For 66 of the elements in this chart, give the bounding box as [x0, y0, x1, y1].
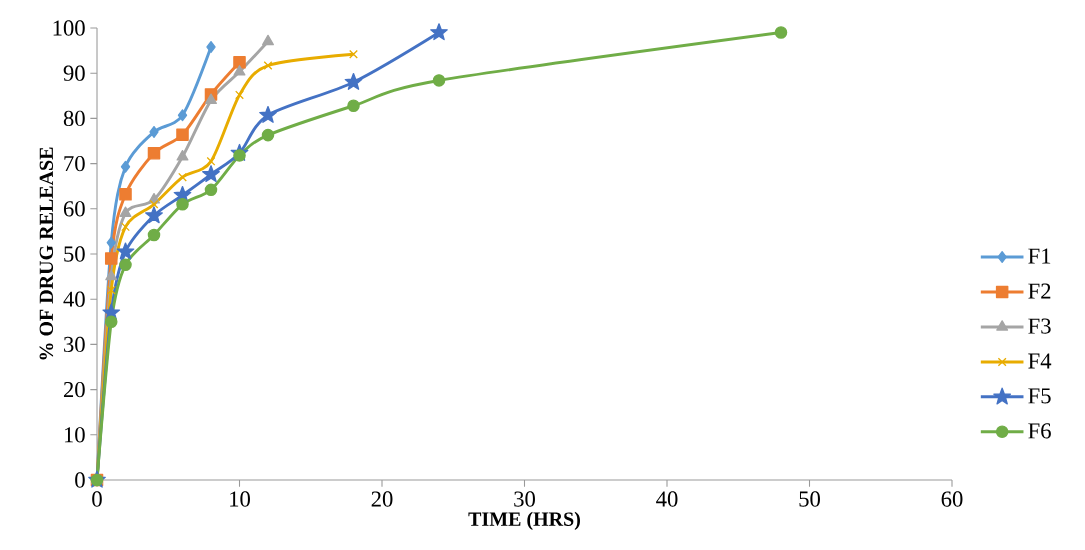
point: [259, 105, 277, 123]
point: [774, 26, 788, 39]
legend-label: F3: [1028, 318, 1051, 334]
point: [233, 65, 246, 76]
y-tick-label: 20: [63, 381, 85, 398]
point: [104, 252, 118, 265]
point: [147, 146, 161, 160]
point: [206, 40, 216, 53]
y-tick-label: 50: [64, 246, 85, 262]
y-tick-label: 100: [53, 20, 85, 36]
y-tick-label: 80: [63, 110, 85, 127]
point: [233, 149, 246, 162]
point: [149, 125, 159, 138]
point: [206, 156, 216, 166]
point: [204, 183, 218, 197]
point: [106, 236, 116, 249]
y-tick-label: 60: [63, 201, 85, 217]
point: [147, 228, 161, 242]
point: [176, 198, 189, 211]
point: [177, 109, 188, 122]
y-tick-label: 70: [64, 155, 85, 172]
point: [347, 99, 360, 113]
x-tick-label: 0: [92, 491, 102, 507]
y-tick-label: 10: [64, 427, 85, 443]
legend-label: F6: [1028, 423, 1051, 439]
x-axis-title: TIME (HRS): [468, 511, 580, 530]
point: [349, 49, 358, 59]
x-tick-label: 50: [799, 491, 820, 507]
x-tick-label: 10: [230, 491, 250, 507]
point: [430, 23, 448, 41]
point: [176, 150, 189, 161]
point: [344, 72, 363, 90]
x-tick-label: 60: [941, 491, 963, 507]
point: [104, 315, 118, 329]
point: [120, 160, 131, 173]
point: [106, 285, 116, 295]
point: [119, 188, 132, 201]
point: [105, 269, 118, 281]
point: [233, 56, 246, 69]
point: [432, 74, 446, 87]
y-axis-title: % OF DRUG RELEASE: [39, 147, 54, 360]
point: [202, 165, 220, 183]
x-tick-label: 40: [656, 491, 678, 507]
point: [119, 258, 132, 272]
point: [261, 128, 275, 142]
point: [263, 61, 273, 70]
legend-label: F2: [1028, 283, 1051, 299]
y-tick-label: 90: [63, 65, 85, 81]
point: [149, 199, 159, 209]
x-tick-label: 20: [371, 491, 393, 507]
point: [116, 242, 135, 260]
y-tick-label: 30: [64, 336, 85, 353]
point: [145, 206, 163, 224]
point: [178, 172, 187, 182]
legend-label: F5: [1028, 388, 1051, 404]
legend-label: F4: [1028, 353, 1052, 369]
point: [176, 128, 189, 141]
point: [262, 34, 274, 46]
legend-label: F1: [1028, 248, 1051, 264]
point: [121, 222, 130, 232]
y-tick-label: 40: [63, 291, 85, 307]
point: [235, 90, 244, 100]
y-tick-label: 0: [75, 472, 85, 488]
point: [205, 93, 217, 105]
point: [119, 206, 132, 218]
x-tick-label: 30: [514, 491, 535, 507]
